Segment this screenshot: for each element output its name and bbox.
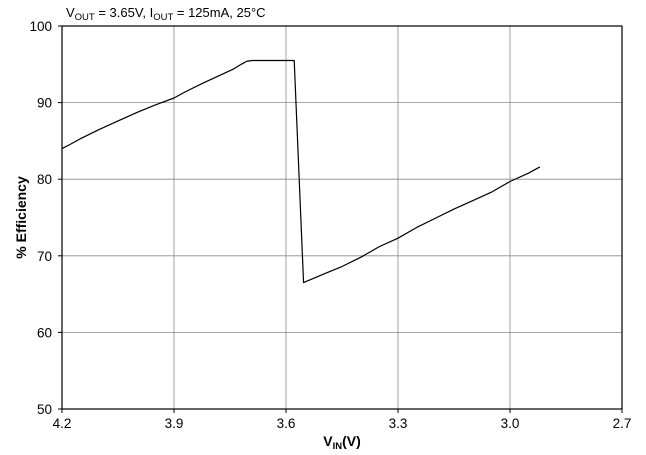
x-axis-title-symbol: V bbox=[323, 433, 333, 449]
y-tick-label: 60 bbox=[37, 325, 52, 340]
x-axis-title: VIN(V) bbox=[323, 433, 361, 452]
x-tick-label: 4.2 bbox=[53, 416, 72, 431]
x-tick-label: 2.7 bbox=[613, 416, 632, 431]
y-tick-label: 70 bbox=[37, 249, 52, 264]
efficiency-line bbox=[61, 59, 541, 284]
x-tick-label: 3.9 bbox=[165, 416, 184, 431]
x-axis-title-unit: (V) bbox=[342, 433, 361, 449]
vout-subscript: OUT bbox=[75, 12, 95, 23]
x-tick-label: 3.3 bbox=[389, 416, 408, 431]
iout-subscript: OUT bbox=[153, 12, 173, 23]
x-tick-label: 3.6 bbox=[277, 416, 296, 431]
iout-symbol: I bbox=[150, 5, 154, 20]
x-tick-label: 3.0 bbox=[501, 416, 520, 431]
x-tick-labels: 4.2 3.9 3.6 3.3 3.0 2.7 bbox=[53, 416, 632, 431]
y-tick-labels: 50 60 70 80 90 100 bbox=[29, 19, 52, 417]
y-tick-label: 50 bbox=[37, 402, 52, 417]
y-tick-label: 100 bbox=[29, 19, 52, 34]
series-group bbox=[61, 59, 541, 284]
x-axis-title-subscript: IN bbox=[333, 441, 343, 452]
iout-value: = 125mA, 25°C bbox=[173, 5, 265, 20]
plot-frame bbox=[61, 25, 623, 410]
grid bbox=[58, 25, 623, 413]
vout-value: = 3.65V, bbox=[95, 5, 150, 20]
y-tick-label: 90 bbox=[37, 96, 52, 111]
y-tick-label: 80 bbox=[37, 172, 52, 187]
vout-symbol: V bbox=[66, 5, 75, 20]
y-axis-title: % Efficiency bbox=[13, 176, 29, 259]
conditions-annotation: VOUT = 3.65V, IOUT = 125mA, 25°C bbox=[66, 5, 266, 23]
